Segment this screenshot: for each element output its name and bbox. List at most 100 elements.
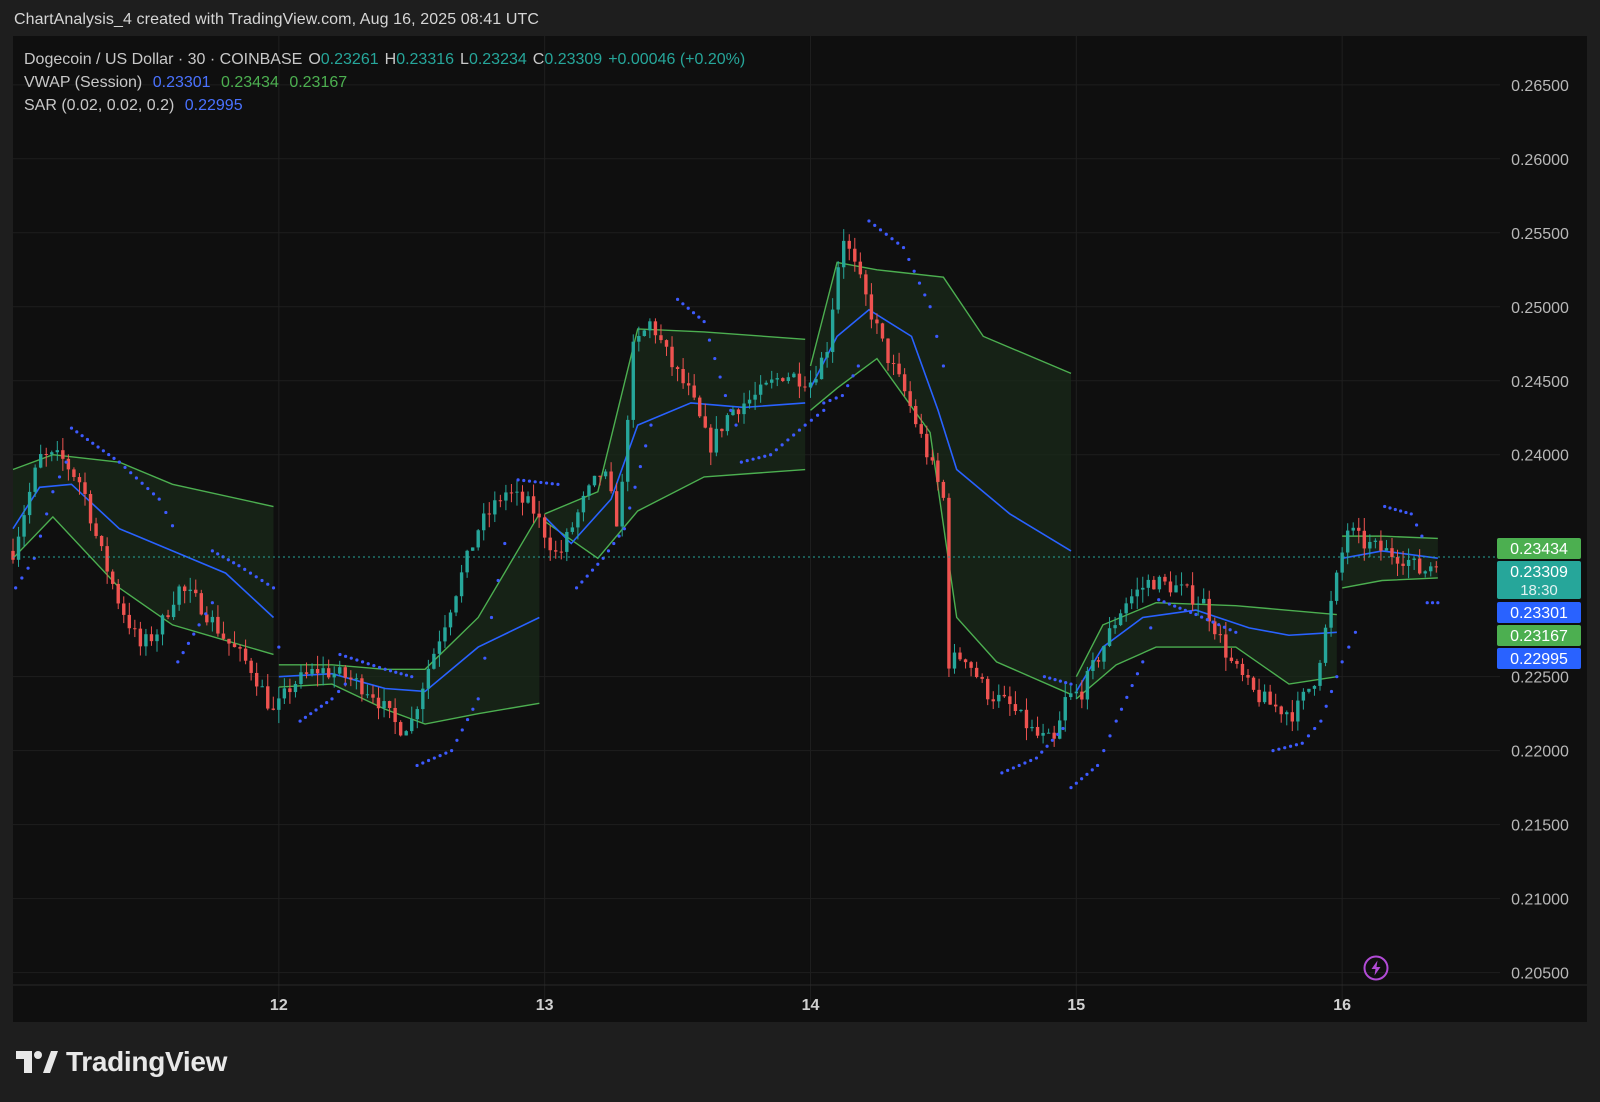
sar-dot [851, 374, 855, 378]
lightning-bolt-icon[interactable] [1363, 955, 1389, 981]
sar-dot [1393, 507, 1397, 512]
candle-body [260, 686, 264, 688]
time-tick-label: 12 [270, 997, 288, 1014]
sar-dot [1114, 719, 1118, 723]
candle-body [1351, 527, 1355, 531]
sar-dot [516, 478, 520, 482]
candle-body [304, 672, 309, 674]
sar-dot [633, 485, 637, 489]
sar-dot [146, 486, 150, 491]
sar-dot [856, 364, 860, 368]
sar-dot [769, 453, 773, 457]
sar-dot [751, 457, 755, 461]
sar-dot [840, 393, 844, 398]
sar-dot [394, 670, 398, 674]
candle-body [1168, 581, 1173, 593]
candle-body [1030, 726, 1034, 729]
candle-body [332, 673, 336, 678]
tradingview-logo[interactable]: TradingView [16, 1046, 227, 1078]
sar-dot [878, 228, 883, 232]
sar-dot [907, 257, 911, 262]
candle-body [171, 604, 176, 618]
sar-dot [803, 423, 807, 427]
candle-body [376, 697, 381, 709]
candle-body [199, 593, 203, 615]
candle-body [1152, 579, 1156, 590]
candle-body [1285, 712, 1289, 715]
sar-dot [117, 460, 121, 464]
sar-dot [1414, 523, 1419, 527]
candle-body [886, 338, 890, 364]
candle-body [570, 527, 575, 532]
sar-dot [1029, 758, 1033, 763]
vwap-lower-band [1342, 577, 1438, 589]
sar-dot [20, 576, 24, 580]
legend-sar-row[interactable]: SAR (0.02, 0.02, 0.2) 0.22995 [24, 94, 751, 117]
sar-dot [1294, 743, 1299, 747]
candle-body [310, 668, 314, 674]
sar-dot [460, 728, 464, 732]
sar-dot [1283, 746, 1287, 750]
vwap-label: VWAP (Session) [24, 74, 143, 91]
time-axis[interactable]: 12 13 14 15 16 [13, 984, 1587, 1014]
candle-body [997, 694, 1001, 702]
candle-body [1229, 657, 1234, 662]
candle-body [365, 694, 370, 696]
candle-body [1118, 613, 1123, 626]
candle-body [936, 460, 940, 482]
candle-body [842, 240, 846, 268]
candle-body [1196, 603, 1200, 605]
legend-symbol-row[interactable]: Dogecoin / US Dollar · 30 · COINBASE O0.2… [24, 48, 751, 71]
sar-dot [1017, 763, 1021, 768]
candle-body [382, 701, 386, 709]
candle-body [326, 668, 331, 678]
tradingview-logo-text: TradingView [66, 1046, 228, 1077]
candle-body [94, 523, 98, 536]
low-value: 0.23234 [468, 51, 527, 68]
sar-dot [1217, 623, 1221, 627]
sar-dot [45, 512, 49, 516]
sar-dot [325, 700, 329, 705]
candle-body [116, 583, 120, 604]
candle-body [681, 369, 685, 384]
sar-dot [266, 582, 270, 586]
candle-body [537, 513, 541, 518]
candle-body [1268, 691, 1272, 705]
sar-dot [757, 456, 761, 460]
sar-dot [1056, 732, 1060, 736]
sar-dot [192, 632, 196, 636]
sar-dot [1108, 734, 1112, 738]
candle-body [1307, 688, 1311, 692]
candle-body [66, 458, 71, 470]
vwap-upper-band [809, 261, 1072, 374]
sar-dot [786, 438, 790, 442]
candle-body [1058, 720, 1062, 739]
sar-dot [1069, 682, 1073, 686]
sar-dot [1095, 763, 1100, 768]
price-tag-box [1497, 648, 1581, 669]
candle-body [1146, 579, 1151, 588]
legend: Dogecoin / US Dollar · 30 · COINBASE O0.2… [24, 48, 751, 117]
candle-body [1035, 726, 1040, 736]
candle-body [875, 319, 879, 324]
top-caption: ChartAnalysis_4 created with TradingView… [14, 11, 540, 28]
price-axis[interactable]: 0.26500 0.26000 0.25500 0.25000 0.24500 0.240… [1511, 78, 1569, 983]
candle-body [1240, 663, 1245, 676]
candle-body [531, 496, 536, 514]
sar-dot [151, 492, 156, 496]
candle-body [266, 686, 270, 709]
sar-dot [1053, 678, 1057, 682]
candle-body [177, 586, 181, 605]
high-label: H [384, 51, 397, 68]
legend-vwap-row[interactable]: VWAP (Session) 0.23301 0.23434 0.23167 [24, 71, 751, 94]
candle-body [714, 428, 719, 453]
candle-body [61, 450, 65, 459]
sar-dot [366, 662, 370, 666]
price-tick-label: 0.20500 [1511, 966, 1569, 983]
sar-dot [360, 660, 365, 664]
candle-body [576, 512, 580, 528]
sar-dot [186, 641, 191, 645]
candle-body [1318, 662, 1322, 686]
